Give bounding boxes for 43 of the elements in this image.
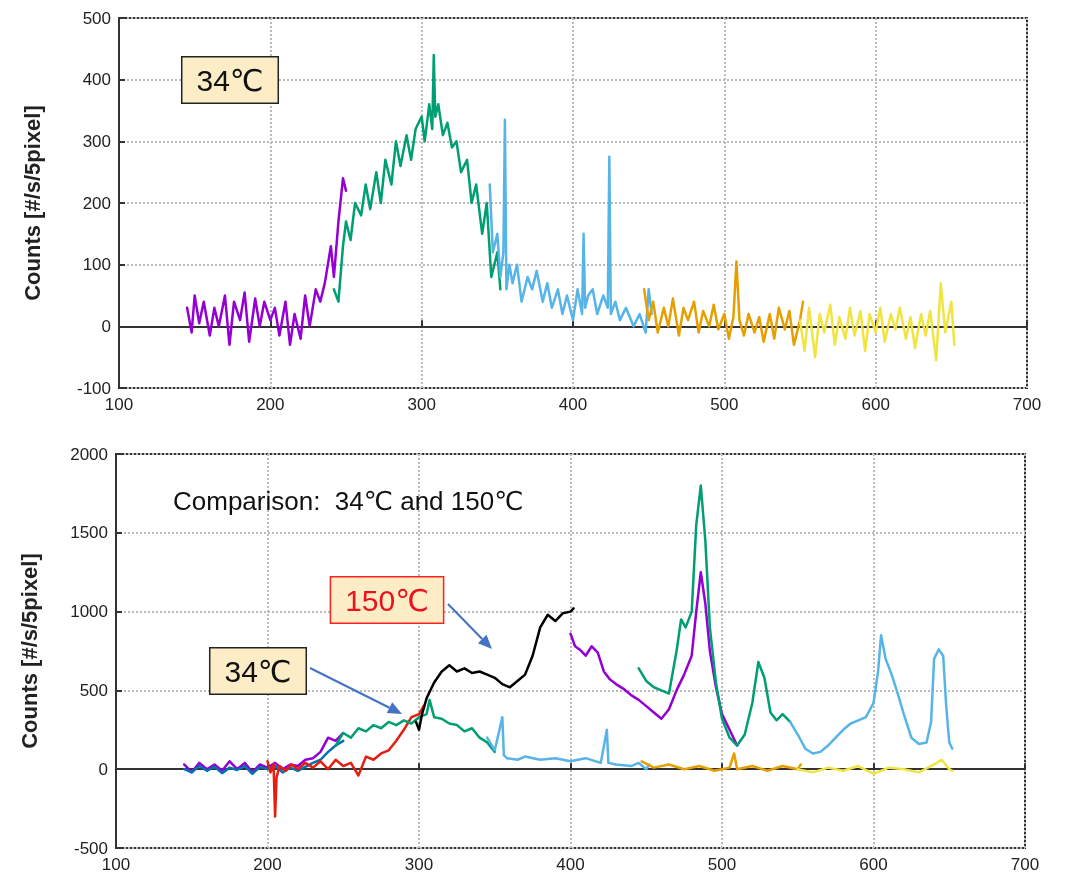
line-series — [485, 715, 651, 771]
annotation: 150℃ — [345, 583, 429, 617]
line-series — [637, 484, 792, 747]
line-series — [185, 177, 348, 347]
line-series — [334, 698, 496, 754]
y-tick-label: 500 — [79, 680, 108, 700]
line-series — [798, 281, 956, 362]
y-tick-label: 0 — [101, 316, 111, 336]
x-tick-label: 500 — [707, 855, 737, 874]
x-tick-label: 300 — [407, 395, 436, 414]
y-tick-label: 300 — [82, 131, 111, 151]
y-tick-label: -500 — [73, 838, 108, 858]
y-tick-label: -100 — [76, 378, 111, 398]
line-series — [642, 260, 805, 347]
x-tick-label: 600 — [861, 395, 890, 414]
line-series — [332, 53, 502, 303]
y-tick-label: 200 — [82, 193, 111, 213]
y-tick-label: 400 — [82, 70, 111, 90]
x-tick-label: 500 — [710, 395, 739, 414]
line-series — [796, 758, 954, 776]
y-axis-title: Counts [#/s/5pixel] — [16, 553, 42, 749]
y-tick-label: 1500 — [70, 523, 108, 543]
annotation: Comparison: 34℃ and 150℃ — [173, 486, 524, 516]
x-tick-label: 300 — [404, 855, 434, 874]
x-tick-label: 200 — [253, 855, 282, 874]
annotation: 34℃ — [196, 63, 264, 97]
line-series — [266, 704, 425, 818]
line-series — [488, 118, 653, 334]
y-tick-label: 500 — [82, 8, 111, 28]
y-tick-label: 2000 — [70, 444, 108, 464]
y-tick-label: 1000 — [70, 602, 108, 622]
x-tick-label: 700 — [1010, 855, 1040, 874]
x-tick-label: 400 — [556, 855, 585, 874]
x-tick-label: 600 — [859, 855, 888, 874]
line-series — [788, 633, 954, 755]
annotation: 34℃ — [224, 654, 292, 688]
y-tick-label: 0 — [98, 759, 108, 779]
x-tick-label: 200 — [256, 395, 285, 414]
x-tick-label: 400 — [558, 395, 588, 414]
line-series — [640, 752, 803, 773]
y-axis-title: Counts [#/s/5pixel] — [19, 105, 45, 301]
x-tick-label: 700 — [1012, 395, 1042, 414]
y-tick-label: 100 — [82, 255, 111, 275]
